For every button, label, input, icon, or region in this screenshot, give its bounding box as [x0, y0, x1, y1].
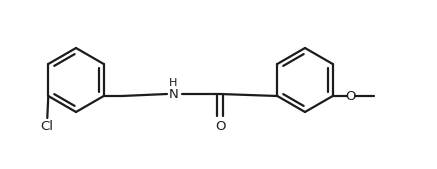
Text: N: N [169, 88, 179, 101]
Text: Cl: Cl [40, 120, 53, 134]
Text: O: O [345, 90, 355, 103]
Text: O: O [215, 119, 225, 132]
Text: H: H [169, 78, 177, 88]
